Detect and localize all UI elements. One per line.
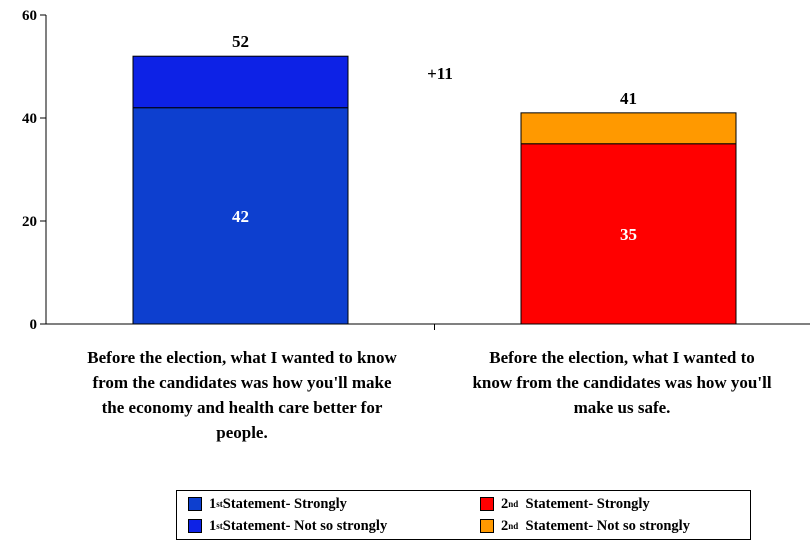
difference-annotation: +11 bbox=[427, 64, 453, 83]
segment-value-label: 35 bbox=[620, 225, 637, 244]
legend-label: Statement- Not so strongly bbox=[222, 517, 388, 534]
bar-total-label: 52 bbox=[232, 32, 249, 51]
bar-segment bbox=[132, 55, 349, 109]
legend-ordinal: 1 bbox=[209, 495, 217, 512]
bar-segment bbox=[520, 112, 737, 145]
y-tick-label: 20 bbox=[22, 214, 37, 230]
legend-swatch bbox=[188, 519, 202, 533]
legend-ordinal: 2 bbox=[501, 517, 509, 534]
y-tick-label: 60 bbox=[22, 8, 37, 24]
legend-ordinal: 2 bbox=[501, 495, 509, 512]
legend-swatch bbox=[188, 497, 202, 511]
legend-swatch bbox=[480, 519, 494, 533]
y-axis: 0 20 40 60 bbox=[22, 8, 47, 333]
data-labels: 42 52 35 41 +11 bbox=[232, 32, 637, 244]
bars bbox=[132, 55, 737, 325]
x-category-label: Before the election, what I wanted to kno… bbox=[472, 348, 772, 417]
legend-swatch bbox=[480, 497, 494, 511]
bar-total-label: 41 bbox=[620, 89, 637, 108]
legend-ordinal: 1 bbox=[209, 517, 217, 534]
bar-segment bbox=[520, 143, 737, 325]
x-axis bbox=[46, 323, 810, 330]
legend-label: Statement- Not so strongly bbox=[518, 517, 690, 534]
legend-label: Statement- Strongly bbox=[222, 495, 347, 512]
y-tick-label: 40 bbox=[22, 111, 37, 127]
segment-value-label: 42 bbox=[232, 207, 249, 226]
legend-label: Statement- Strongly bbox=[518, 495, 650, 512]
x-category-label: Before the election, what I wanted to kn… bbox=[87, 348, 397, 442]
bar-segment bbox=[132, 107, 349, 325]
y-tick-label: 0 bbox=[30, 317, 38, 333]
